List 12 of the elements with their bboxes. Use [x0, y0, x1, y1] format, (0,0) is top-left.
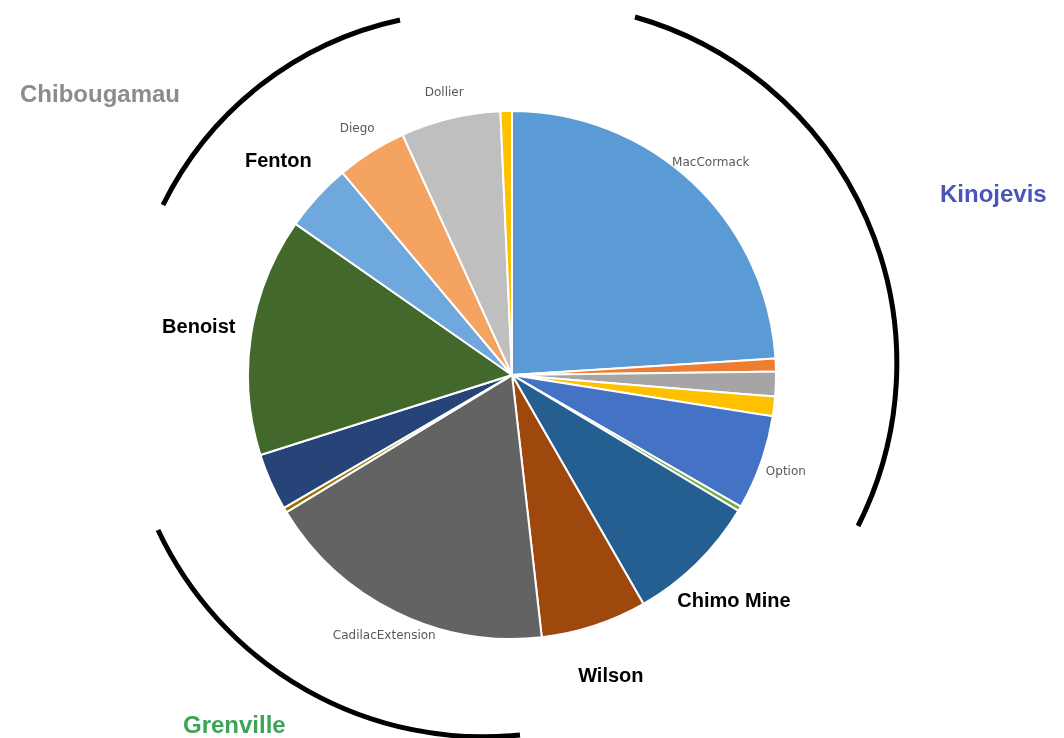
text: Chibougamau	[20, 80, 180, 108]
slice-label: CadilacExtension	[332, 627, 436, 642]
slice-label: Fenton	[245, 148, 312, 171]
slice-label: Dollier	[424, 84, 464, 99]
slice-label: Chimo Mine	[677, 588, 791, 611]
slice-label: MacCormack	[672, 155, 750, 170]
slice-label: Diego	[339, 121, 375, 136]
slice-label: Benoist	[162, 314, 236, 337]
text: Kinojevis	[940, 180, 1047, 208]
slice-label: Wilson	[578, 663, 644, 686]
slice-label: Option	[765, 463, 806, 478]
text: Grenville	[183, 711, 286, 738]
